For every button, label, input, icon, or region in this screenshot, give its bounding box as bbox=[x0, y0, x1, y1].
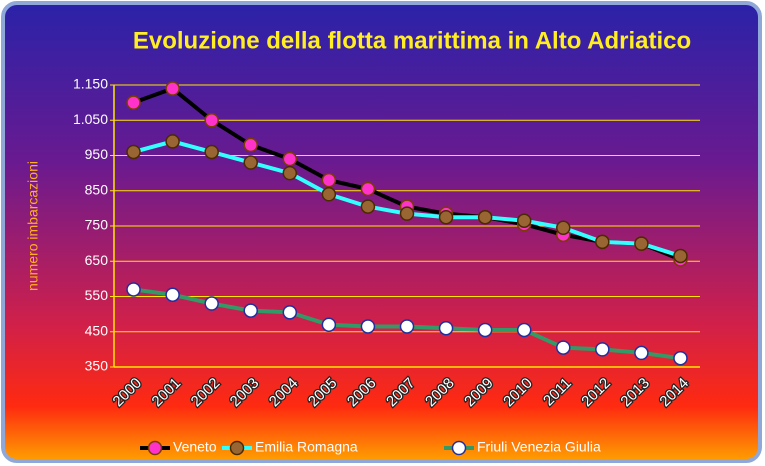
data-point bbox=[282, 151, 298, 167]
data-point bbox=[126, 144, 141, 160]
legend-label: Veneto bbox=[173, 439, 217, 455]
data-point bbox=[595, 234, 610, 250]
data-point bbox=[360, 181, 376, 197]
data-point bbox=[243, 137, 258, 153]
legend-label: Friuli Venezia Giulia bbox=[477, 439, 601, 455]
data-point bbox=[126, 95, 141, 110]
data-point bbox=[399, 206, 415, 221]
data-point bbox=[438, 320, 454, 336]
y-axis-label: numero imbarcazioni bbox=[25, 161, 41, 291]
y-tick-label: 450 bbox=[85, 322, 109, 338]
data-point bbox=[634, 236, 649, 251]
data-point bbox=[321, 187, 337, 202]
legend-label: Emilia Romagna bbox=[255, 439, 358, 455]
legend-marker bbox=[147, 440, 163, 456]
data-point bbox=[634, 345, 649, 361]
data-point bbox=[477, 322, 493, 338]
data-point bbox=[595, 342, 610, 357]
data-point bbox=[556, 220, 571, 236]
data-point bbox=[204, 144, 219, 160]
y-tick-label: 850 bbox=[85, 181, 109, 197]
data-point bbox=[438, 209, 454, 225]
data-point bbox=[321, 172, 337, 188]
data-point bbox=[165, 81, 180, 96]
data-point bbox=[321, 317, 337, 332]
data-point bbox=[516, 322, 532, 338]
data-point bbox=[477, 209, 493, 225]
data-point bbox=[204, 113, 219, 128]
data-point bbox=[243, 303, 258, 318]
y-tick-label: 350 bbox=[85, 358, 109, 374]
legend-marker bbox=[451, 440, 467, 456]
data-point bbox=[360, 199, 376, 214]
data-point bbox=[399, 319, 415, 334]
y-tick-label: 650 bbox=[85, 252, 109, 268]
data-point bbox=[165, 134, 180, 149]
legend-marker bbox=[229, 440, 245, 456]
data-point bbox=[516, 213, 532, 228]
data-point bbox=[282, 305, 298, 320]
data-point bbox=[165, 287, 180, 302]
data-point bbox=[282, 165, 298, 181]
y-tick-label: 1.150 bbox=[73, 76, 108, 92]
y-tick-label: 1.050 bbox=[73, 111, 108, 127]
data-point bbox=[204, 296, 219, 311]
y-tick-label: 550 bbox=[85, 287, 109, 303]
data-point bbox=[556, 340, 571, 355]
data-point bbox=[360, 319, 376, 334]
y-tick-label: 950 bbox=[85, 146, 109, 162]
data-point bbox=[673, 248, 688, 264]
chart-title: Evoluzione della flotta marittima in Alt… bbox=[133, 27, 691, 54]
y-tick-label: 750 bbox=[85, 217, 109, 233]
data-point bbox=[243, 155, 258, 170]
data-point bbox=[673, 350, 688, 366]
data-point bbox=[126, 282, 141, 297]
